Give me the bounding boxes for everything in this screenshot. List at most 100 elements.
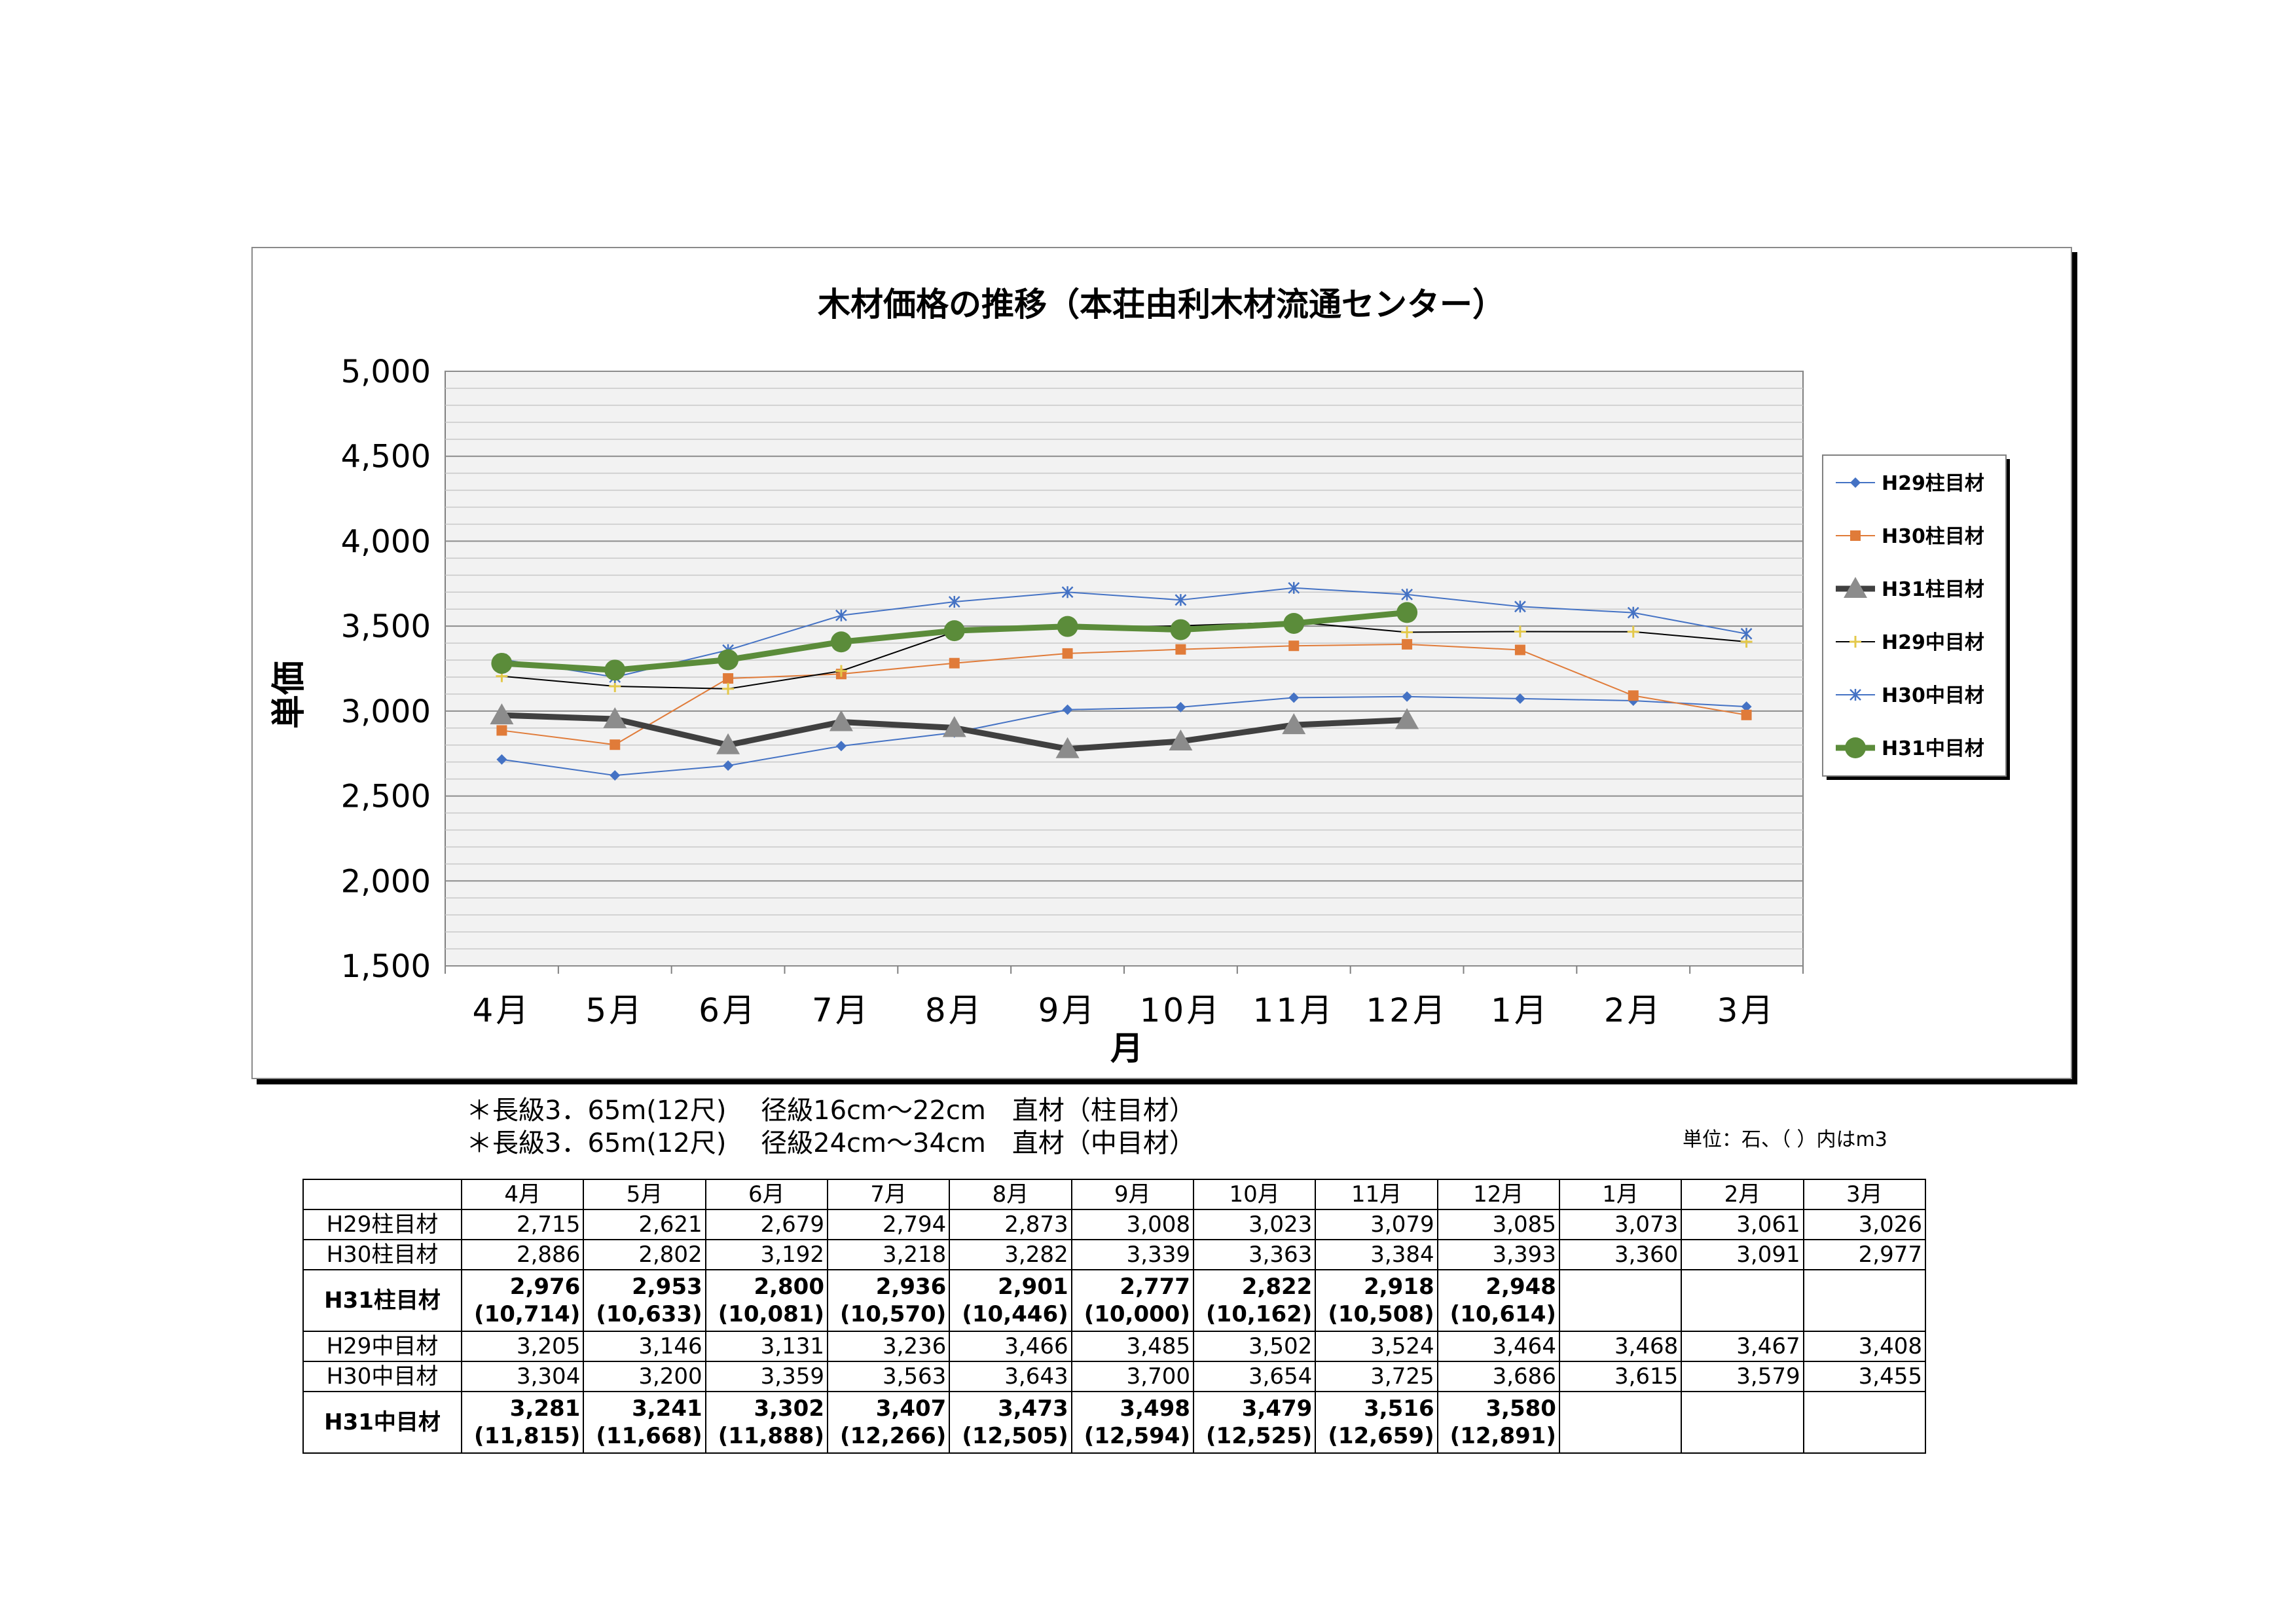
table-cell: 3,200 [583,1361,706,1392]
series-H31中目材 [491,602,1418,681]
cell-value: 3,407 [875,1395,947,1422]
cell-value: 3,384 [1370,1242,1434,1268]
plot-area [445,371,1804,967]
x-tick-label: 1月 [1491,991,1550,1029]
table-cell: 3,468 [1558,1331,1683,1362]
y-tick-label: 1,500 [341,948,431,985]
table-cell: 3,205 [460,1331,585,1362]
table-row: H30中目材 3,304 3,200 3,359 3,563 3,643 3,700 3,65… [302,1361,1927,1392]
data-point [830,631,852,653]
cell-value: 3,485 [1126,1333,1190,1359]
y-axis-label: 単価 [270,661,309,729]
table-cell: 3,192 [704,1239,828,1270]
cell-value: 3,473 [998,1395,1068,1422]
cell-value: 3,205 [516,1333,581,1359]
cell-value: 3,363 [1248,1242,1313,1268]
unit-note: 単位：石、（ ）内はm3 [1683,1128,1887,1151]
series-H31柱目材 [490,703,1419,758]
table-cell: 3,363 [1192,1239,1317,1270]
cell-value: 3,339 [1126,1242,1190,1268]
table-header-cell: 5月 [583,1179,706,1210]
legend-label: H30柱目材 [1882,525,1984,548]
table-cell: 2,794 [826,1209,951,1240]
data-point [1401,626,1413,638]
table-cell: 2,777 (10,000) [1070,1269,1194,1332]
legend-marker [1850,689,1861,701]
cell-value: 2,953 [632,1274,702,1300]
cell-value: 3,468 [1614,1333,1679,1359]
y-tick-label: 4,500 [341,439,431,475]
cell-value: (11,888) [718,1423,824,1449]
cell-value: (12,525) [1206,1423,1313,1449]
legend-item: H30中目材 [1836,684,1984,707]
table-cell: 2,873 [949,1209,1072,1240]
table-cell: 3,085 [1436,1209,1560,1240]
table-cell: 3,241 (11,668) [583,1391,706,1454]
table-header-cell: 12月 [1436,1179,1560,1210]
table-cell: 3,408 [1802,1331,1927,1362]
cell-value: 2,886 [516,1242,581,1268]
cell-value: 2,715 [516,1211,581,1238]
cell-value: (12,505) [962,1423,1068,1449]
table-row-label: H30中目材 [302,1361,462,1392]
legend-item: H29中目材 [1836,631,1984,654]
cell-value: (12,659) [1328,1423,1434,1449]
cell-value: 3,359 [760,1363,824,1390]
cell-value: 3,654 [1248,1363,1313,1390]
legend-box [1822,454,2007,777]
cell-value: 2,873 [1004,1211,1068,1238]
cell-value: 2,679 [760,1211,824,1238]
table-cell: 3,061 [1681,1209,1804,1240]
data-point [1402,691,1413,702]
x-tick-label: 5月 [585,991,644,1029]
legend-marker [1844,577,1867,598]
data-point [1062,704,1073,715]
cell-value: (10,614) [1449,1301,1556,1327]
cell-value: 3,131 [760,1333,824,1359]
x-axis-label: 月 [1110,1029,1143,1067]
legend-item: H31柱目材 [1836,577,1984,601]
table-header-cell: 1月 [1558,1179,1683,1210]
table-cell: 2,918 (10,508) [1315,1269,1438,1332]
cell-value: 3,563 [882,1363,947,1390]
data-point [942,716,966,737]
data-point [1175,594,1187,606]
table-cell: 2,802 [583,1239,706,1270]
cell-value: (10,633) [596,1301,702,1327]
table-cell: 3,393 [1436,1239,1560,1270]
legend-marker [1850,477,1861,488]
series-line [501,695,1747,777]
table-cell: 3,304 [460,1361,585,1392]
cell-value: (10,570) [840,1301,947,1327]
table-cell: 2,953 (10,633) [583,1269,706,1332]
cell-value: 2,621 [638,1211,702,1238]
legend-label: H30中目材 [1882,684,1984,707]
data-point [835,741,847,752]
table-header-cell: 4月 [460,1179,585,1210]
data-point [496,725,507,736]
data-point [1175,701,1186,712]
table-header-cell: 6月 [704,1179,828,1210]
series-line [501,643,1747,746]
data-point [610,739,621,750]
table-cell: 2,948 (10,614) [1436,1269,1560,1332]
cell-value: 3,502 [1248,1333,1313,1359]
cell-value: 2,822 [1241,1274,1313,1300]
cell-value: 3,408 [1858,1333,1922,1359]
table-row: H31中目材 3,281 (11,815) 3,241 (11,668) 3,302 (11… [302,1391,1927,1454]
y-tick-label: 3,500 [341,608,431,645]
legend: H29柱目材 H30柱目材 H31柱目材 H29中目材 H30中目材 H31中目材 [1822,454,2010,780]
series-H30柱目材 [496,638,1752,750]
data-point [1627,606,1639,619]
data-point [1741,709,1752,720]
cell-value: 2,901 [998,1274,1068,1300]
table-cell: 3,360 [1558,1239,1683,1270]
data-point [1170,619,1192,640]
cell-value: 2,800 [754,1274,824,1300]
table-cell: 3,725 [1315,1361,1438,1392]
table-header-cell: 8月 [949,1179,1072,1210]
cell-value: 3,008 [1126,1211,1190,1238]
table-cell: 2,715 [460,1209,585,1240]
table-cell: 3,580 (12,891) [1436,1391,1560,1454]
x-tick-label: 7月 [812,991,871,1029]
